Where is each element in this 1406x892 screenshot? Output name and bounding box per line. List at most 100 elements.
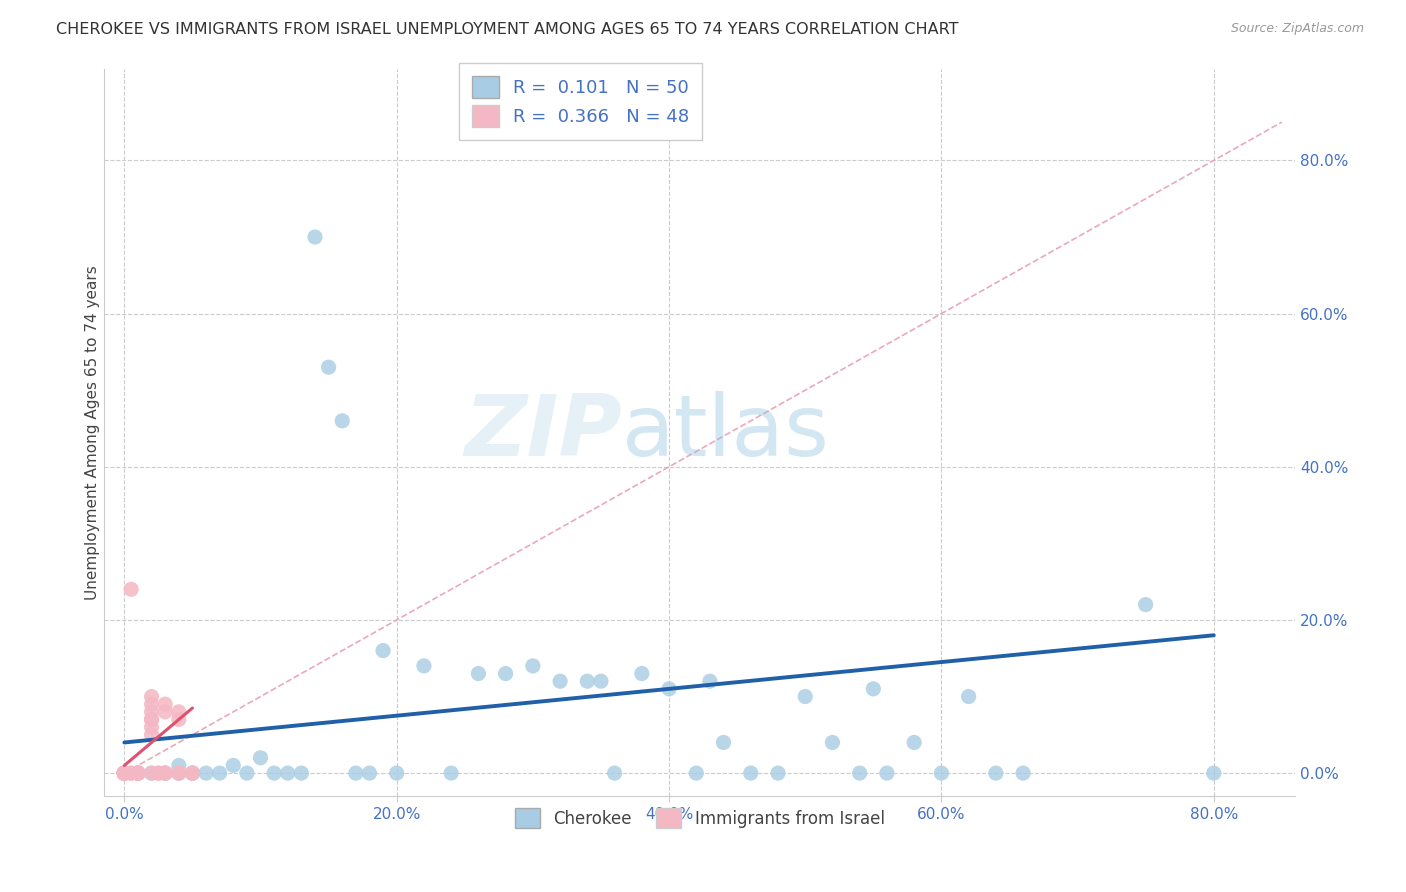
Text: ZIP: ZIP — [464, 391, 623, 474]
Point — [127, 766, 149, 780]
Point — [141, 766, 163, 780]
Point — [263, 766, 285, 780]
Point — [413, 659, 436, 673]
Point — [603, 766, 626, 780]
Text: Source: ZipAtlas.com: Source: ZipAtlas.com — [1230, 22, 1364, 36]
Point — [141, 705, 163, 719]
Point — [112, 766, 135, 780]
Point — [685, 766, 707, 780]
Point — [141, 728, 163, 742]
Point — [236, 766, 259, 780]
Point — [120, 766, 142, 780]
Point — [371, 643, 394, 657]
Point — [112, 766, 135, 780]
Point — [112, 766, 135, 780]
Point — [576, 674, 599, 689]
Point — [848, 766, 870, 780]
Point — [467, 666, 489, 681]
Point — [127, 766, 149, 780]
Point — [141, 766, 163, 780]
Text: CHEROKEE VS IMMIGRANTS FROM ISRAEL UNEMPLOYMENT AMONG AGES 65 TO 74 YEARS CORREL: CHEROKEE VS IMMIGRANTS FROM ISRAEL UNEMP… — [56, 22, 959, 37]
Point — [112, 766, 135, 780]
Point — [153, 766, 176, 780]
Point — [167, 766, 190, 780]
Point — [148, 766, 170, 780]
Point — [1202, 766, 1225, 780]
Point — [153, 766, 176, 780]
Point — [153, 697, 176, 711]
Point — [984, 766, 1007, 780]
Point — [1012, 766, 1035, 780]
Point — [359, 766, 381, 780]
Point — [112, 766, 135, 780]
Point — [630, 666, 652, 681]
Point — [167, 766, 190, 780]
Point — [740, 766, 762, 780]
Point — [112, 766, 135, 780]
Point — [153, 705, 176, 719]
Point — [127, 766, 149, 780]
Point — [112, 766, 135, 780]
Point — [112, 766, 135, 780]
Point — [112, 766, 135, 780]
Point — [699, 674, 721, 689]
Point — [862, 681, 884, 696]
Point — [330, 414, 353, 428]
Point — [112, 766, 135, 780]
Point — [195, 766, 218, 780]
Point — [344, 766, 367, 780]
Point — [794, 690, 817, 704]
Point — [821, 735, 844, 749]
Point — [181, 766, 204, 780]
Point — [148, 766, 170, 780]
Point — [112, 766, 135, 780]
Point — [181, 766, 204, 780]
Point — [112, 766, 135, 780]
Point — [876, 766, 898, 780]
Point — [522, 659, 544, 673]
Point — [141, 690, 163, 704]
Point — [141, 713, 163, 727]
Point — [766, 766, 789, 780]
Point — [957, 690, 980, 704]
Point — [931, 766, 953, 780]
Point — [658, 681, 681, 696]
Point — [153, 766, 176, 780]
Point — [290, 766, 312, 780]
Point — [112, 766, 135, 780]
Point — [127, 766, 149, 780]
Text: atlas: atlas — [623, 391, 830, 474]
Point — [112, 766, 135, 780]
Point — [141, 697, 163, 711]
Point — [167, 758, 190, 772]
Point — [589, 674, 612, 689]
Point — [181, 766, 204, 780]
Point — [208, 766, 231, 780]
Point — [181, 766, 204, 780]
Point — [167, 766, 190, 780]
Point — [167, 705, 190, 719]
Point — [713, 735, 735, 749]
Point — [277, 766, 299, 780]
Point — [141, 720, 163, 734]
Point — [120, 582, 142, 597]
Point — [318, 360, 340, 375]
Point — [127, 766, 149, 780]
Point — [153, 766, 176, 780]
Point — [112, 766, 135, 780]
Legend: Cherokee, Immigrants from Israel: Cherokee, Immigrants from Israel — [508, 801, 891, 835]
Point — [127, 766, 149, 780]
Point — [903, 735, 925, 749]
Point — [495, 666, 517, 681]
Y-axis label: Unemployment Among Ages 65 to 74 years: Unemployment Among Ages 65 to 74 years — [86, 265, 100, 599]
Point — [548, 674, 571, 689]
Point — [1135, 598, 1157, 612]
Point — [120, 766, 142, 780]
Point — [304, 230, 326, 244]
Point — [112, 766, 135, 780]
Point — [249, 751, 271, 765]
Point — [141, 713, 163, 727]
Point — [112, 766, 135, 780]
Point — [112, 766, 135, 780]
Point — [127, 766, 149, 780]
